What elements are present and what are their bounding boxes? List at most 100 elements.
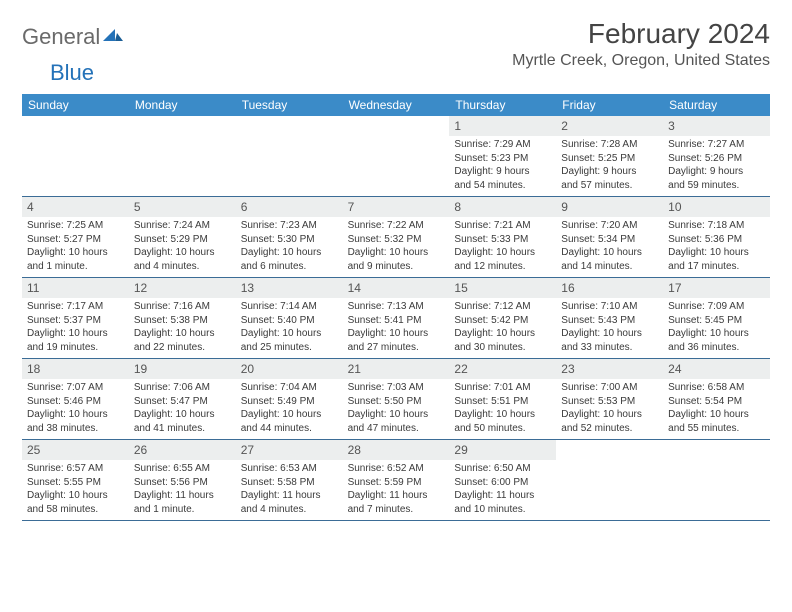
day-line-daylight1: Daylight: 10 hours <box>27 246 124 260</box>
day-line-daylight1: Daylight: 9 hours <box>668 165 765 179</box>
day-cell: 19Sunrise: 7:06 AMSunset: 5:47 PMDayligh… <box>129 359 236 440</box>
day-line-daylight2: and 30 minutes. <box>454 341 551 355</box>
day-number: 18 <box>22 359 129 379</box>
day-number: 16 <box>556 278 663 298</box>
day-number: 8 <box>449 197 556 217</box>
day-cell: 10Sunrise: 7:18 AMSunset: 5:36 PMDayligh… <box>663 197 770 278</box>
day-number: 7 <box>343 197 450 217</box>
day-line-sunset: Sunset: 5:54 PM <box>668 395 765 409</box>
day-cell: 28Sunrise: 6:52 AMSunset: 5:59 PMDayligh… <box>343 440 450 521</box>
logo-text-blue: Blue <box>50 60 94 86</box>
day-cell: 6Sunrise: 7:23 AMSunset: 5:30 PMDaylight… <box>236 197 343 278</box>
day-line-daylight1: Daylight: 9 hours <box>454 165 551 179</box>
day-line-daylight2: and 7 minutes. <box>348 503 445 517</box>
day-line-sunset: Sunset: 5:34 PM <box>561 233 658 247</box>
day-number: 17 <box>663 278 770 298</box>
day-line-sunset: Sunset: 5:25 PM <box>561 152 658 166</box>
day-line-daylight1: Daylight: 10 hours <box>27 327 124 341</box>
day-line-daylight1: Daylight: 10 hours <box>134 246 231 260</box>
day-line-sunset: Sunset: 5:53 PM <box>561 395 658 409</box>
day-cell: 25Sunrise: 6:57 AMSunset: 5:55 PMDayligh… <box>22 440 129 521</box>
day-line-sunset: Sunset: 5:43 PM <box>561 314 658 328</box>
day-cell <box>556 440 663 521</box>
day-cell: 23Sunrise: 7:00 AMSunset: 5:53 PMDayligh… <box>556 359 663 440</box>
week-row: 18Sunrise: 7:07 AMSunset: 5:46 PMDayligh… <box>22 359 770 440</box>
day-line-daylight2: and 25 minutes. <box>241 341 338 355</box>
weekday-header-row: Sunday Monday Tuesday Wednesday Thursday… <box>22 94 770 116</box>
day-line-daylight1: Daylight: 10 hours <box>454 408 551 422</box>
title-block: February 2024 Myrtle Creek, Oregon, Unit… <box>512 18 770 70</box>
day-line-daylight1: Daylight: 10 hours <box>668 327 765 341</box>
day-line-daylight1: Daylight: 10 hours <box>561 246 658 260</box>
day-line-sunrise: Sunrise: 7:03 AM <box>348 381 445 395</box>
day-line-daylight1: Daylight: 11 hours <box>241 489 338 503</box>
day-line-daylight1: Daylight: 10 hours <box>668 408 765 422</box>
calendar-grid: Sunday Monday Tuesday Wednesday Thursday… <box>22 94 770 521</box>
weekday-header: Saturday <box>663 94 770 116</box>
day-line-daylight2: and 55 minutes. <box>668 422 765 436</box>
day-line-sunset: Sunset: 5:37 PM <box>27 314 124 328</box>
day-line-daylight1: Daylight: 9 hours <box>561 165 658 179</box>
day-line-sunrise: Sunrise: 7:25 AM <box>27 219 124 233</box>
weekday-header: Thursday <box>449 94 556 116</box>
day-line-daylight2: and 47 minutes. <box>348 422 445 436</box>
day-body: Sunrise: 7:06 AMSunset: 5:47 PMDaylight:… <box>129 381 236 435</box>
day-line-daylight1: Daylight: 10 hours <box>241 408 338 422</box>
day-line-sunset: Sunset: 5:55 PM <box>27 476 124 490</box>
day-line-sunrise: Sunrise: 7:06 AM <box>134 381 231 395</box>
day-line-daylight2: and 1 minute. <box>27 260 124 274</box>
day-line-sunrise: Sunrise: 6:53 AM <box>241 462 338 476</box>
day-cell: 12Sunrise: 7:16 AMSunset: 5:38 PMDayligh… <box>129 278 236 359</box>
day-cell: 11Sunrise: 7:17 AMSunset: 5:37 PMDayligh… <box>22 278 129 359</box>
day-body: Sunrise: 7:18 AMSunset: 5:36 PMDaylight:… <box>663 219 770 273</box>
day-line-sunset: Sunset: 5:47 PM <box>134 395 231 409</box>
day-line-sunset: Sunset: 5:50 PM <box>348 395 445 409</box>
day-line-daylight2: and 50 minutes. <box>454 422 551 436</box>
day-line-sunset: Sunset: 5:45 PM <box>668 314 765 328</box>
day-body: Sunrise: 7:22 AMSunset: 5:32 PMDaylight:… <box>343 219 450 273</box>
day-line-sunrise: Sunrise: 6:52 AM <box>348 462 445 476</box>
day-number: 6 <box>236 197 343 217</box>
day-body: Sunrise: 7:09 AMSunset: 5:45 PMDaylight:… <box>663 300 770 354</box>
day-line-daylight2: and 44 minutes. <box>241 422 338 436</box>
day-line-daylight1: Daylight: 10 hours <box>241 246 338 260</box>
day-line-sunset: Sunset: 5:27 PM <box>27 233 124 247</box>
day-line-sunset: Sunset: 5:26 PM <box>668 152 765 166</box>
day-body: Sunrise: 7:27 AMSunset: 5:26 PMDaylight:… <box>663 138 770 192</box>
day-cell: 16Sunrise: 7:10 AMSunset: 5:43 PMDayligh… <box>556 278 663 359</box>
day-line-sunrise: Sunrise: 7:00 AM <box>561 381 658 395</box>
day-line-daylight2: and 57 minutes. <box>561 179 658 193</box>
day-line-daylight2: and 9 minutes. <box>348 260 445 274</box>
day-body: Sunrise: 7:20 AMSunset: 5:34 PMDaylight:… <box>556 219 663 273</box>
day-cell: 5Sunrise: 7:24 AMSunset: 5:29 PMDaylight… <box>129 197 236 278</box>
day-line-daylight2: and 10 minutes. <box>454 503 551 517</box>
day-number: 28 <box>343 440 450 460</box>
day-line-daylight1: Daylight: 10 hours <box>668 246 765 260</box>
day-line-daylight1: Daylight: 10 hours <box>454 327 551 341</box>
day-line-daylight1: Daylight: 11 hours <box>454 489 551 503</box>
day-line-sunrise: Sunrise: 7:12 AM <box>454 300 551 314</box>
day-cell: 3Sunrise: 7:27 AMSunset: 5:26 PMDaylight… <box>663 116 770 197</box>
day-cell: 24Sunrise: 6:58 AMSunset: 5:54 PMDayligh… <box>663 359 770 440</box>
logo: General <box>22 24 125 50</box>
day-body: Sunrise: 7:25 AMSunset: 5:27 PMDaylight:… <box>22 219 129 273</box>
day-line-daylight1: Daylight: 10 hours <box>27 408 124 422</box>
week-row: 4Sunrise: 7:25 AMSunset: 5:27 PMDaylight… <box>22 197 770 278</box>
day-number: 29 <box>449 440 556 460</box>
day-line-sunset: Sunset: 5:33 PM <box>454 233 551 247</box>
day-body: Sunrise: 7:03 AMSunset: 5:50 PMDaylight:… <box>343 381 450 435</box>
day-line-daylight1: Daylight: 11 hours <box>134 489 231 503</box>
weekday-header: Monday <box>129 94 236 116</box>
day-line-sunrise: Sunrise: 7:28 AM <box>561 138 658 152</box>
day-cell <box>236 116 343 197</box>
day-line-sunset: Sunset: 5:51 PM <box>454 395 551 409</box>
day-cell: 14Sunrise: 7:13 AMSunset: 5:41 PMDayligh… <box>343 278 450 359</box>
day-number: 27 <box>236 440 343 460</box>
day-line-daylight1: Daylight: 10 hours <box>134 327 231 341</box>
day-line-sunrise: Sunrise: 6:57 AM <box>27 462 124 476</box>
day-number: 10 <box>663 197 770 217</box>
day-line-sunrise: Sunrise: 6:55 AM <box>134 462 231 476</box>
day-number: 1 <box>449 116 556 136</box>
day-line-sunrise: Sunrise: 7:23 AM <box>241 219 338 233</box>
day-line-sunrise: Sunrise: 7:24 AM <box>134 219 231 233</box>
